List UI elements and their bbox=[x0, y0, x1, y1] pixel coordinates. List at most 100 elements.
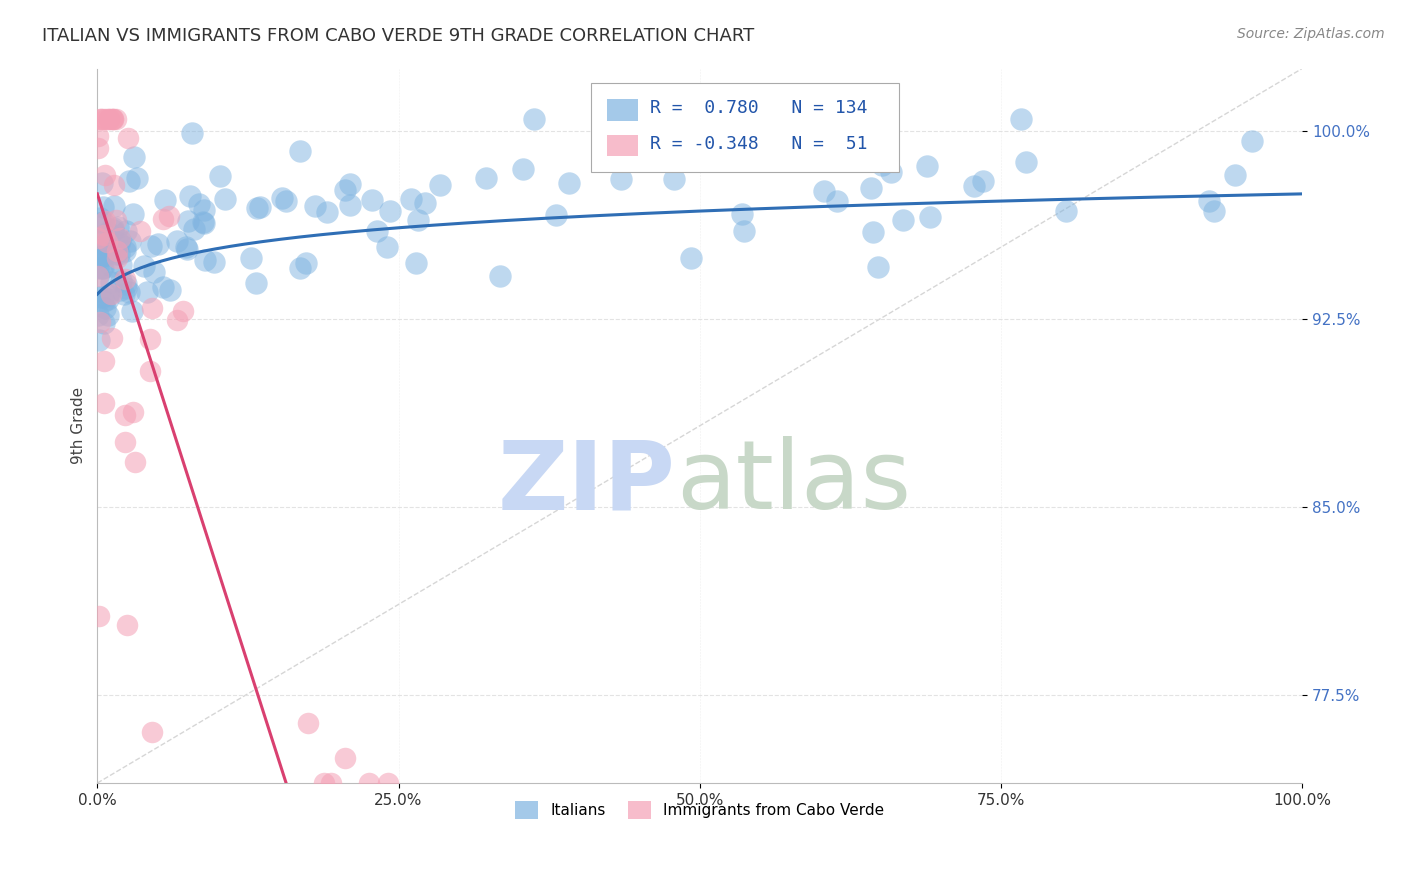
Point bbox=[361, 193, 384, 207]
Point bbox=[93, 215, 115, 229]
Point bbox=[120, 234, 142, 248]
Point bbox=[93, 354, 115, 368]
Point bbox=[97, 246, 120, 260]
FancyBboxPatch shape bbox=[607, 135, 638, 156]
Point bbox=[377, 776, 399, 790]
Point bbox=[118, 285, 141, 300]
Point bbox=[91, 260, 114, 275]
Point bbox=[97, 245, 120, 260]
Point bbox=[93, 112, 115, 126]
Point bbox=[872, 158, 894, 172]
Point bbox=[108, 246, 131, 260]
Point bbox=[208, 169, 231, 183]
Point bbox=[246, 201, 269, 215]
Point bbox=[97, 225, 120, 239]
Point bbox=[146, 237, 169, 252]
Point bbox=[87, 243, 110, 257]
Point bbox=[333, 751, 356, 765]
Point bbox=[1241, 134, 1264, 148]
Point bbox=[972, 174, 994, 188]
Point bbox=[523, 112, 546, 126]
Point bbox=[100, 275, 122, 289]
Y-axis label: 9th Grade: 9th Grade bbox=[72, 387, 86, 465]
Point bbox=[245, 276, 267, 290]
Point bbox=[104, 247, 127, 261]
Point bbox=[93, 227, 115, 242]
Text: ITALIAN VS IMMIGRANTS FROM CABO VERDE 9TH GRADE CORRELATION CHART: ITALIAN VS IMMIGRANTS FROM CABO VERDE 9T… bbox=[42, 27, 755, 45]
Point bbox=[139, 332, 162, 346]
Point bbox=[1010, 112, 1032, 126]
Point bbox=[87, 609, 110, 624]
Point bbox=[860, 181, 883, 195]
Point bbox=[862, 225, 884, 239]
Point bbox=[97, 288, 120, 302]
Point bbox=[366, 224, 388, 238]
Point bbox=[117, 618, 139, 632]
Legend: Italians, Immigrants from Cabo Verde: Italians, Immigrants from Cabo Verde bbox=[509, 795, 891, 825]
Point bbox=[93, 249, 115, 263]
Point bbox=[288, 144, 311, 158]
Point bbox=[142, 265, 165, 279]
Point bbox=[105, 251, 128, 265]
Point bbox=[159, 283, 181, 297]
Point bbox=[103, 220, 125, 235]
Point bbox=[91, 261, 114, 276]
Point bbox=[96, 112, 118, 126]
Point bbox=[558, 176, 581, 190]
Point bbox=[103, 178, 125, 192]
Point bbox=[105, 244, 128, 259]
Point bbox=[122, 207, 145, 221]
Point bbox=[866, 260, 889, 275]
Point bbox=[110, 258, 132, 272]
Point bbox=[193, 216, 215, 230]
Point bbox=[93, 301, 115, 315]
Text: Source: ZipAtlas.com: Source: ZipAtlas.com bbox=[1237, 27, 1385, 41]
Point bbox=[733, 224, 755, 238]
Point bbox=[488, 269, 510, 284]
Point bbox=[180, 126, 202, 140]
Point bbox=[1015, 154, 1038, 169]
Point bbox=[114, 434, 136, 449]
Point bbox=[89, 112, 111, 126]
Point bbox=[90, 249, 112, 263]
Point bbox=[177, 214, 200, 228]
Point bbox=[89, 333, 111, 347]
Point bbox=[118, 174, 141, 188]
Point bbox=[962, 179, 984, 194]
Point bbox=[110, 274, 132, 288]
Point bbox=[101, 112, 124, 126]
Point bbox=[152, 279, 174, 293]
Point bbox=[1223, 168, 1246, 182]
Point bbox=[335, 183, 357, 197]
Point bbox=[89, 290, 111, 304]
Point bbox=[115, 224, 138, 238]
Point bbox=[214, 192, 236, 206]
Point bbox=[93, 396, 115, 410]
Point bbox=[96, 235, 118, 250]
Point bbox=[413, 195, 436, 210]
Point bbox=[108, 235, 131, 250]
Point bbox=[108, 283, 131, 297]
Point bbox=[114, 244, 136, 259]
Point bbox=[610, 171, 633, 186]
Point bbox=[179, 189, 201, 203]
Point bbox=[176, 242, 198, 256]
FancyBboxPatch shape bbox=[607, 99, 638, 120]
Point bbox=[891, 212, 914, 227]
Point bbox=[100, 287, 122, 301]
Point bbox=[101, 112, 124, 126]
Point bbox=[544, 208, 567, 222]
Point bbox=[378, 203, 401, 218]
Point bbox=[157, 209, 180, 223]
Point bbox=[93, 293, 115, 308]
Point bbox=[879, 164, 901, 178]
Point bbox=[297, 716, 319, 731]
Point bbox=[276, 194, 298, 208]
Point bbox=[191, 215, 214, 229]
Point bbox=[87, 261, 110, 276]
Point bbox=[1204, 203, 1226, 218]
Point bbox=[339, 177, 361, 191]
Point bbox=[399, 192, 422, 206]
Point bbox=[141, 725, 163, 739]
Point bbox=[114, 272, 136, 286]
